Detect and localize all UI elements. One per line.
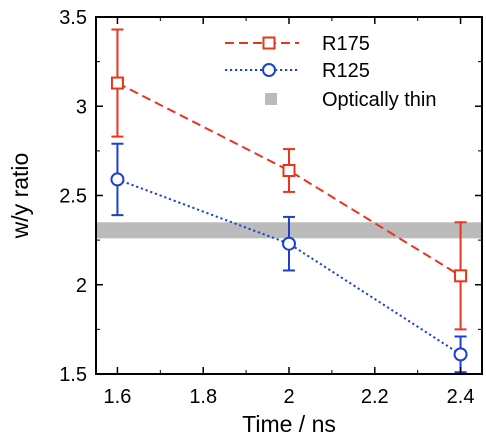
y-tick-label: 1.5 bbox=[59, 364, 87, 386]
data-point bbox=[453, 347, 468, 362]
x-tick-label: 1.6 bbox=[104, 386, 132, 408]
legend-label: Optically thin bbox=[322, 89, 437, 111]
legend-item-optically-thin: Optically thin bbox=[265, 89, 437, 111]
y-tick-label: 2 bbox=[76, 275, 87, 297]
plot-frame bbox=[95, 16, 483, 375]
y-tick-label: 2.5 bbox=[59, 186, 87, 208]
x-axis-title: Time / ns bbox=[242, 411, 336, 437]
x-tick-label: 1.8 bbox=[189, 386, 217, 408]
series-line-r175 bbox=[116, 82, 462, 277]
legend-band-swatch bbox=[265, 93, 277, 105]
legend-label: R175 bbox=[322, 33, 370, 55]
x-tick-label: 2.2 bbox=[361, 386, 389, 408]
legend-item-r125: R125 bbox=[225, 60, 370, 82]
data-point bbox=[282, 164, 296, 178]
legend-marker bbox=[262, 63, 276, 77]
y-axis-title: w/y ratio bbox=[7, 153, 33, 240]
data-point bbox=[110, 76, 124, 90]
y-tick-label: 3 bbox=[76, 96, 87, 118]
legend-item-r175: R175 bbox=[225, 33, 370, 55]
data-point bbox=[110, 172, 125, 187]
series-line-r125 bbox=[117, 178, 462, 356]
data-point bbox=[282, 236, 296, 251]
x-tick-label: 2.4 bbox=[447, 386, 475, 408]
data-point bbox=[454, 269, 468, 283]
y-tick-label: 3.5 bbox=[59, 7, 87, 29]
legend-marker bbox=[262, 36, 276, 50]
legend-label: R125 bbox=[322, 60, 370, 82]
x-tick-label: 2 bbox=[283, 386, 294, 408]
